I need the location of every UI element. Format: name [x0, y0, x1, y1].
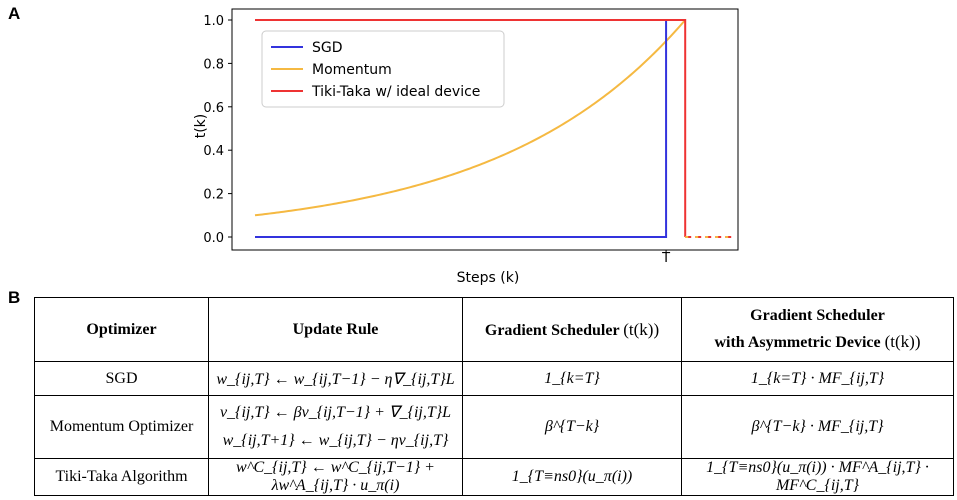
header-gs-asym-line2-wrap: with Asymmetric Device (t(k)) — [686, 329, 949, 356]
plot-frame — [231, 8, 739, 251]
header-gradient-scheduler: Gradient Scheduler (t(k)) — [462, 297, 682, 362]
cell-scheduler: 1_{T≡ns0}(u_π(i)) — [462, 458, 682, 496]
y-tick-label-4: 0.8 — [203, 57, 224, 72]
header-update-rule: Update Rule — [208, 297, 463, 362]
legend-label-tikitaka: Tiki-Taka w/ ideal device — [311, 84, 480, 100]
cell-optimizer: SGD — [34, 361, 209, 396]
table-row: Tiki-Taka Algorithm w^C_{ij,T} ← w^C_{ij… — [34, 458, 954, 496]
y-axis-label: t(k) — [193, 114, 209, 139]
legend: SGD Momentum Tiki-Taka w/ ideal device — [261, 30, 505, 108]
table-row: Momentum Optimizer v_{ij,T} ← βv_{ij,T−1… — [34, 395, 954, 459]
y-tick-label-3: 0.6 — [203, 101, 224, 116]
x-axis-label: Steps (k) — [457, 270, 520, 286]
y-axis-ticks: 0.0 0.2 0.4 0.6 0.8 1.0 — [203, 14, 232, 246]
y-tick-label-0: 0.0 — [203, 231, 224, 246]
legend-box — [261, 30, 505, 108]
legend-label-sgd: SGD — [312, 40, 343, 56]
series-line-sgd — [255, 20, 668, 238]
y-tick-label-5: 1.0 — [203, 14, 224, 29]
cell-scheduler: β^{T−k} — [462, 395, 682, 459]
table-header-row: Optimizer Update Rule Gradient Scheduler… — [34, 297, 954, 362]
chart: 0.0 0.2 0.4 0.6 0.8 1.0 T Steps (k) t(k) SGD … — [193, 8, 739, 286]
header-optimizer: Optimizer — [34, 297, 209, 362]
cell-update-rule: w^C_{ij,T} ← w^C_{ij,T−1} + λw^A_{ij,T} … — [208, 458, 463, 496]
header-gs-asym-line1: Gradient Scheduler — [750, 307, 885, 324]
cell-update-rule: v_{ij,T} ← βv_{ij,T−1} + ∇_{ij,T}L w_{ij… — [208, 395, 463, 459]
cell-update-rule: w_{ij,T} ← w_{ij,T−1} − η∇_{ij,T}L — [208, 361, 463, 396]
series-layer — [254, 19, 733, 238]
update-rule-line-2: w_{ij,T+1} ← w_{ij,T} − ηv_{ij,T} — [222, 432, 449, 449]
y-tick-label-1: 0.2 — [203, 188, 224, 203]
panel-a-label: A — [8, 4, 21, 23]
legend-label-momentum: Momentum — [312, 62, 392, 78]
y-tick-label-2: 0.4 — [203, 144, 224, 159]
x-tick-label-T: T — [661, 251, 670, 266]
header-gs-asym-symbol: (t(k)) — [884, 332, 921, 351]
cell-scheduler-asym: β^{T−k} · MF_{ij,T} — [681, 395, 954, 459]
header-gs-symbol: (t(k)) — [623, 319, 660, 339]
cell-scheduler-asym: 1_{k=T} · MF_{ij,T} — [681, 361, 954, 396]
cell-scheduler-asym: 1_{T≡ns0}(u_π(i)) · MF^A_{ij,T} · MF^C_{… — [681, 458, 954, 496]
cell-scheduler: 1_{k=T} — [462, 361, 682, 396]
cell-optimizer: Tiki-Taka Algorithm — [34, 458, 209, 496]
series-line-momentum — [254, 19, 686, 217]
panel-b-label: B — [8, 288, 21, 307]
header-gs-asym-line2: with Asymmetric Device — [714, 334, 881, 351]
header-gs-text: Gradient Scheduler — [484, 321, 620, 339]
table-row: SGD w_{ij,T} ← w_{ij,T−1} − η∇_{ij,T}L 1… — [34, 361, 954, 396]
header-gs-asym: Gradient Scheduler with Asymmetric Devic… — [681, 297, 954, 362]
update-rule-line-1: v_{ij,T} ← βv_{ij,T−1} + ∇_{ij,T}L — [219, 404, 452, 421]
scheduler-table: Optimizer Update Rule Gradient Scheduler… — [34, 297, 954, 496]
cell-optimizer: Momentum Optimizer — [34, 395, 209, 459]
series-line-tikitaka — [255, 19, 687, 237]
